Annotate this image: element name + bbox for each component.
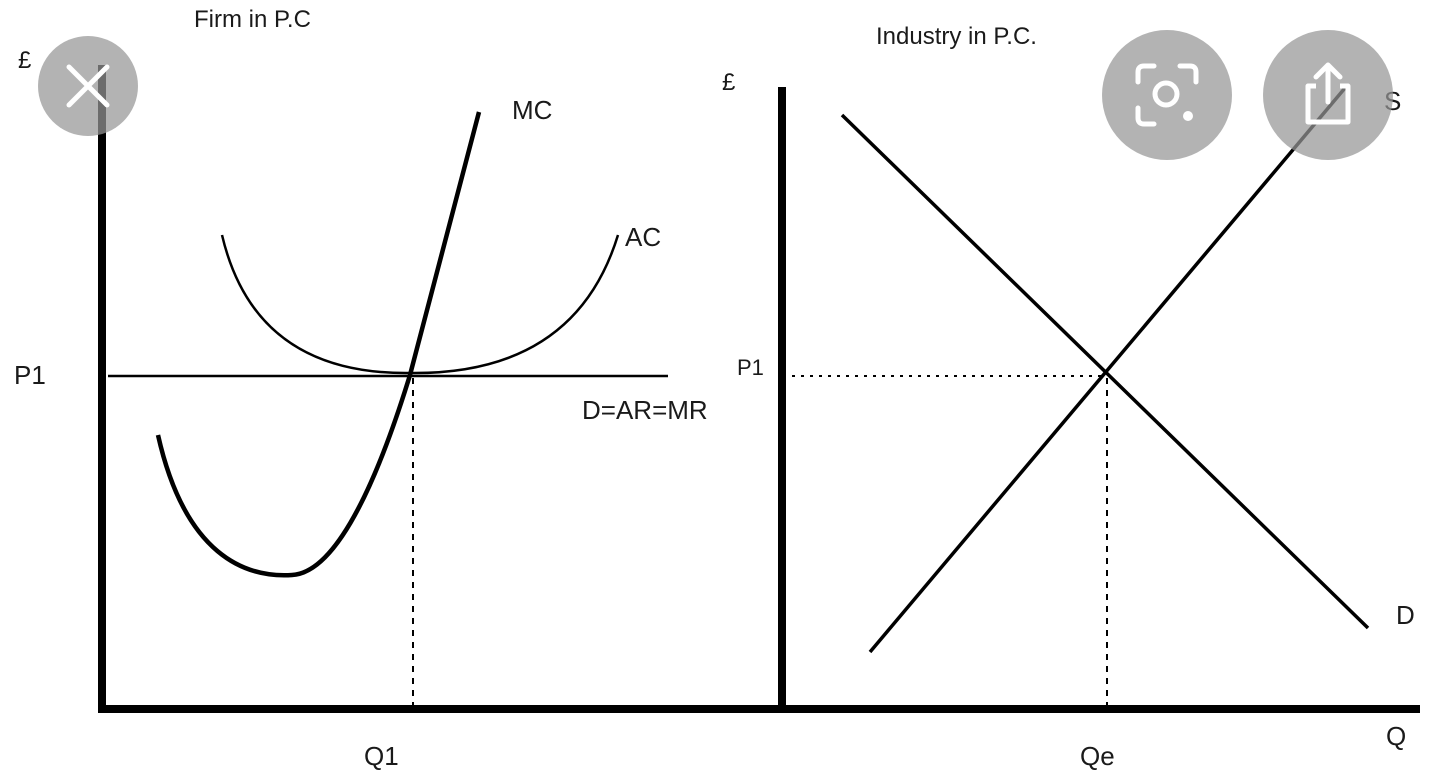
firm-q1-label: Q1 [364,741,399,771]
industry-supply-line [868,86,1347,654]
industry-x-axis-label: Q [1386,721,1406,751]
firm-y-axis-label: £ [18,47,31,74]
firm-ac-label: AC [625,222,661,252]
lens-scan-icon [1135,63,1199,127]
firm-mc-label: MC [512,95,552,125]
firm-demand-label: D=AR=MR [582,395,708,425]
firm-title: Firm in P.C [194,6,311,33]
share-button[interactable] [1263,30,1393,160]
lens-search-button[interactable] [1102,30,1232,160]
close-button[interactable] [38,36,138,136]
close-icon [66,64,110,108]
industry-y-axis-label: £ [722,69,735,96]
firm-ac-curve [220,234,620,375]
firm-p1-label: P1 [14,360,46,390]
industry-qe-label: Qe [1080,741,1115,771]
share-icon [1305,62,1351,125]
firm-mc-curve [155,111,482,578]
industry-demand-label: D [1396,600,1415,630]
industry-title: Industry in P.C. [876,23,1037,50]
industry-p1-label: P1 [737,355,764,380]
